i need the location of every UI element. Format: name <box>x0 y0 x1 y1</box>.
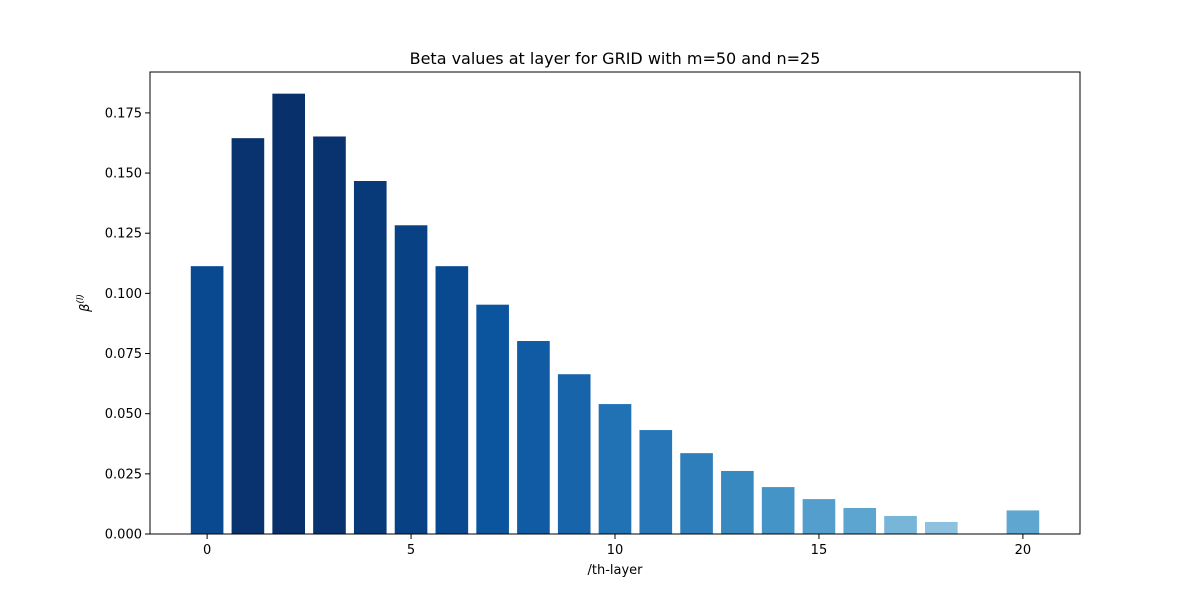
bar-5 <box>394 225 428 534</box>
bar-10 <box>598 404 632 534</box>
bar-18 <box>925 521 958 534</box>
x-tick-label-10: 10 <box>607 543 624 558</box>
y-tick-label-4: 0.100 <box>105 287 142 302</box>
bar-12 <box>680 453 713 534</box>
axes-layer: 0 5 10 15 20 0.000 0.025 0.050 0.075 0.100 0.125 0.… <box>105 71 1081 558</box>
y-axis-label-sup: (l) <box>76 294 86 304</box>
bar-13 <box>721 470 754 534</box>
chart-title: Beta values at layer for GRID with m=50 … <box>410 49 821 68</box>
bar-9 <box>557 374 591 534</box>
y-tick-label-3: 0.075 <box>105 347 142 362</box>
bar-14 <box>761 487 795 534</box>
bar-17 <box>884 515 917 534</box>
bar-1 <box>231 138 265 535</box>
bar-6 <box>435 266 469 534</box>
x-tick-label-15: 15 <box>811 543 828 558</box>
bar-16 <box>843 508 877 534</box>
x-tick-label-20: 20 <box>1015 543 1032 558</box>
bar-11 <box>639 430 673 534</box>
bar-8 <box>517 341 550 534</box>
bar-20 <box>1006 510 1040 534</box>
bar-15 <box>802 499 836 534</box>
y-tick-label-6: 0.150 <box>105 167 142 182</box>
bar-4 <box>353 181 387 534</box>
bar-0 <box>190 266 224 534</box>
bars-layer <box>190 93 1040 535</box>
x-axis-label: /th-layer <box>587 563 643 578</box>
bar-3 <box>313 136 346 535</box>
y-tick-label-5: 0.125 <box>105 227 142 242</box>
y-axis-label: β(l) <box>76 294 93 313</box>
y-axis-label-base: β <box>78 304 93 313</box>
bar-2 <box>272 93 305 534</box>
bar-7 <box>476 304 509 534</box>
y-tick-label-1: 0.025 <box>105 467 142 482</box>
x-tick-label-0: 0 <box>203 543 211 558</box>
y-tick-label-2: 0.050 <box>105 407 142 422</box>
y-tick-label-0: 0.000 <box>105 528 142 543</box>
y-tick-label-7: 0.175 <box>105 106 142 121</box>
x-tick-label-5: 5 <box>407 543 415 558</box>
